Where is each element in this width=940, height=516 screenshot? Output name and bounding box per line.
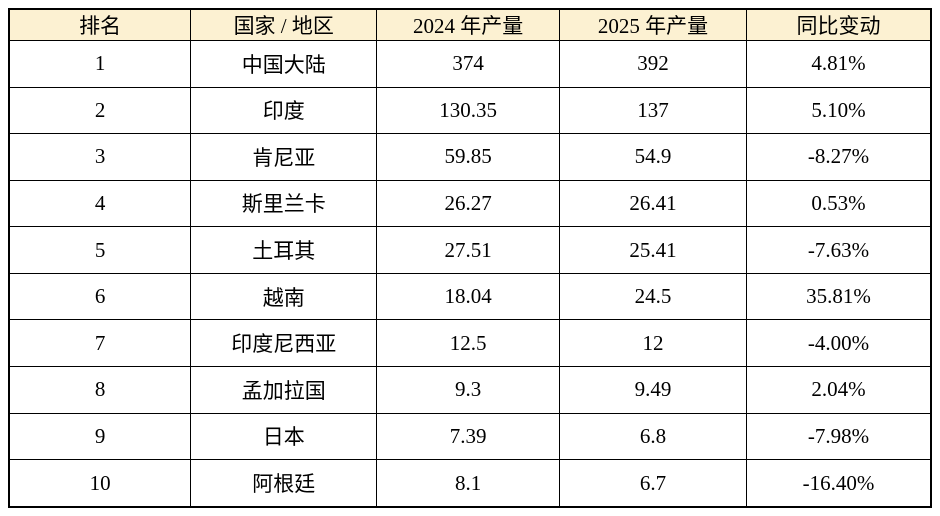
cell-y2024: 12.5 xyxy=(376,319,560,367)
cell-country: 印度尼西亚 xyxy=(190,319,378,367)
cell-y2024: 9.3 xyxy=(376,365,560,414)
table-row: 8 孟加拉国 9.3 9.49 2.04% xyxy=(8,365,932,414)
cell-yoy: -8.27% xyxy=(746,133,932,181)
cell-yoy: -4.00% xyxy=(746,319,932,367)
cell-rank: 5 xyxy=(8,226,192,274)
cell-yoy: 4.81% xyxy=(746,40,932,88)
cell-y2025: 25.41 xyxy=(558,226,748,274)
cell-y2025: 54.9 xyxy=(558,133,748,181)
cell-y2024: 59.85 xyxy=(376,133,560,181)
cell-rank: 10 xyxy=(8,459,192,508)
cell-y2024: 26.27 xyxy=(376,179,560,228)
cell-country: 肯尼亚 xyxy=(190,133,378,181)
table-header: 排名 国家 / 地区 2024 年产量 2025 年产量 同比变动 xyxy=(8,8,932,41)
cell-rank: 8 xyxy=(8,365,192,414)
column-header-2025: 2025 年产量 xyxy=(558,8,748,41)
cell-y2024: 7.39 xyxy=(376,412,560,461)
table-row: 3 肯尼亚 59.85 54.9 -8.27% xyxy=(8,133,932,181)
cell-y2025: 9.49 xyxy=(558,365,748,414)
cell-rank: 2 xyxy=(8,86,192,135)
cell-country: 越南 xyxy=(190,272,378,321)
cell-rank: 1 xyxy=(8,40,192,88)
cell-country: 斯里兰卡 xyxy=(190,179,378,228)
cell-yoy: -7.63% xyxy=(746,226,932,274)
table-body: 1 中国大陆 374 392 4.81% 2 印度 130.35 137 5.10% 3 肯尼亚 59.… xyxy=(8,40,932,508)
table-row: 1 中国大陆 374 392 4.81% xyxy=(8,40,932,88)
cell-yoy: 35.81% xyxy=(746,272,932,321)
table-row: 5 土耳其 27.51 25.41 -7.63% xyxy=(8,226,932,274)
column-header-country: 国家 / 地区 xyxy=(190,8,378,41)
cell-y2024: 130.35 xyxy=(376,86,560,135)
column-header-rank: 排名 xyxy=(8,8,192,41)
cell-rank: 4 xyxy=(8,179,192,228)
column-header-yoy: 同比变动 xyxy=(746,8,932,41)
cell-yoy: 5.10% xyxy=(746,86,932,135)
cell-y2025: 137 xyxy=(558,86,748,135)
cell-y2025: 24.5 xyxy=(558,272,748,321)
cell-country: 中国大陆 xyxy=(190,40,378,88)
cell-y2025: 12 xyxy=(558,319,748,367)
table-row: 7 印度尼西亚 12.5 12 -4.00% xyxy=(8,319,932,367)
cell-rank: 6 xyxy=(8,272,192,321)
cell-yoy: 2.04% xyxy=(746,365,932,414)
table-row: 4 斯里兰卡 26.27 26.41 0.53% xyxy=(8,179,932,228)
header-row: 排名 国家 / 地区 2024 年产量 2025 年产量 同比变动 xyxy=(8,8,932,41)
production-ranking-table: 排名 国家 / 地区 2024 年产量 2025 年产量 同比变动 1 中国大陆 3… xyxy=(8,8,932,508)
cell-y2025: 6.8 xyxy=(558,412,748,461)
cell-rank: 7 xyxy=(8,319,192,367)
cell-rank: 3 xyxy=(8,133,192,181)
cell-y2025: 26.41 xyxy=(558,179,748,228)
table-row: 2 印度 130.35 137 5.10% xyxy=(8,86,932,135)
cell-y2024: 374 xyxy=(376,40,560,88)
cell-yoy: 0.53% xyxy=(746,179,932,228)
cell-country: 土耳其 xyxy=(190,226,378,274)
table-row: 6 越南 18.04 24.5 35.81% xyxy=(8,272,932,321)
cell-country: 阿根廷 xyxy=(190,459,378,508)
cell-y2024: 27.51 xyxy=(376,226,560,274)
cell-country: 印度 xyxy=(190,86,378,135)
cell-yoy: -16.40% xyxy=(746,459,932,508)
cell-y2024: 18.04 xyxy=(376,272,560,321)
cell-y2025: 6.7 xyxy=(558,459,748,508)
cell-country: 孟加拉国 xyxy=(190,365,378,414)
cell-y2025: 392 xyxy=(558,40,748,88)
column-header-2024: 2024 年产量 xyxy=(376,8,560,41)
table-row: 10 阿根廷 8.1 6.7 -16.40% xyxy=(8,459,932,508)
cell-rank: 9 xyxy=(8,412,192,461)
cell-y2024: 8.1 xyxy=(376,459,560,508)
cell-yoy: -7.98% xyxy=(746,412,932,461)
table-row: 9 日本 7.39 6.8 -7.98% xyxy=(8,412,932,461)
cell-country: 日本 xyxy=(190,412,378,461)
